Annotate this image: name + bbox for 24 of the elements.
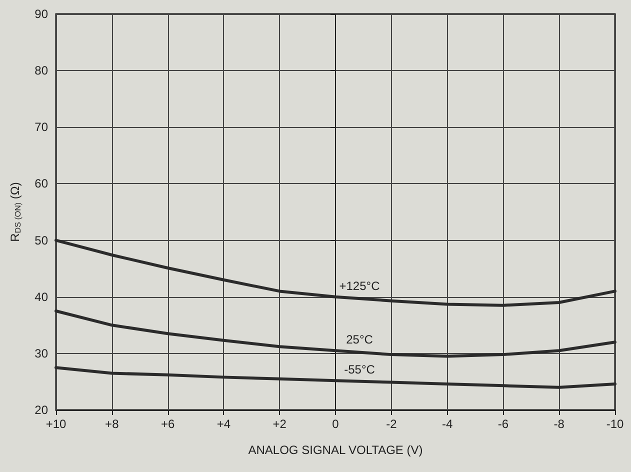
y-axis-title: RDS (ON) (Ω) [8,182,22,242]
x-tick-label: +6 [160,417,175,431]
x-tick-label: -4 [442,417,453,431]
x-tick-label: -6 [498,417,509,431]
x-tick-label: -8 [554,417,565,431]
y-tick-label: 30 [34,346,48,360]
x-tick-label: +2 [272,417,287,431]
legend-label: -55°C [344,362,376,377]
x-tick-label: -10 [606,417,624,431]
x-tick-label: +8 [105,417,120,431]
x-axis-title: ANALOG SIGNAL VOLTAGE (V) [248,443,423,457]
y-tick-label: 90 [34,7,48,21]
y-tick-label: 60 [34,176,48,191]
x-tick-label: +10 [46,417,66,431]
series-label: 25°C [346,332,374,347]
y-tick-label: 50 [34,233,48,248]
y-tick-label: 80 [34,64,48,78]
y-tick-label: 20 [34,403,48,417]
x-tick-label: +4 [216,417,231,431]
y-tick-label: 40 [34,290,48,304]
x-tick-label: -2 [386,417,398,431]
x-tick-label: 0 [332,417,340,431]
y-tick-label: 70 [34,120,48,134]
series-label: +125°C [339,278,380,293]
